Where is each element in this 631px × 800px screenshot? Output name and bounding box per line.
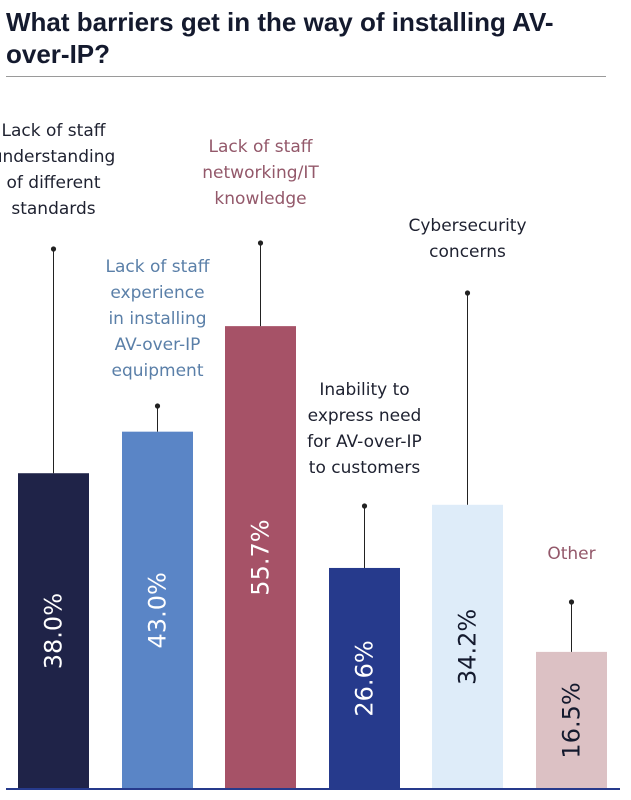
category-label-4-line-2: express need (308, 406, 422, 426)
bar-4 (329, 567, 400, 789)
leader-dot-2 (154, 403, 161, 409)
category-label-3-line-1: Lack of staff (209, 137, 314, 157)
category-label-2-line-2: experience (110, 283, 204, 303)
leader-dot-1 (50, 246, 57, 252)
category-label-5-line-1: Cybersecurity (408, 216, 526, 236)
value-label-1: 38.0% (40, 593, 68, 669)
bar-5 (432, 504, 503, 789)
bar-6 (536, 651, 607, 789)
category-label-4-line-4: to customers (309, 458, 421, 478)
category-label-4-line-3: for AV-over-IP (307, 432, 422, 452)
category-label-1-line-3: of different (7, 173, 101, 193)
leader-dot-4 (361, 503, 368, 509)
leader-dot-3 (257, 240, 264, 246)
category-label-2-line-4: AV-over-IP (115, 335, 201, 355)
value-label-2: 43.0% (144, 572, 172, 648)
chart-title: What barriers get in the way of installi… (6, 7, 554, 69)
category-label-1-line-1: Lack of staff (2, 121, 107, 141)
leader-dot-6 (568, 599, 575, 605)
category-label-2-line-5: equipment (112, 361, 204, 381)
category-label-3-line-3: knowledge (214, 189, 306, 209)
category-label-3-line-2: networking/IT (202, 163, 319, 183)
category-label-6-line-1: Other (547, 544, 595, 564)
category-label-2-line-1: Lack of staff (106, 257, 211, 277)
value-label-3: 55.7% (247, 519, 275, 595)
value-label-5: 34.2% (454, 609, 482, 685)
title-divider (6, 76, 606, 77)
category-label-2-line-3: in installing (108, 309, 206, 329)
value-label-6: 16.5% (558, 682, 586, 758)
value-label-4: 26.6% (351, 640, 379, 716)
category-label-4-line-1: Inability to (319, 380, 409, 400)
category-label-1-line-4: standards (11, 199, 95, 219)
bar-1 (18, 473, 89, 789)
leader-dot-5 (464, 290, 471, 296)
bar-3 (225, 326, 296, 789)
bar-2 (122, 431, 193, 789)
category-label-5-line-2: concerns (429, 242, 506, 262)
category-label-1-line-2: understanding (0, 147, 115, 167)
